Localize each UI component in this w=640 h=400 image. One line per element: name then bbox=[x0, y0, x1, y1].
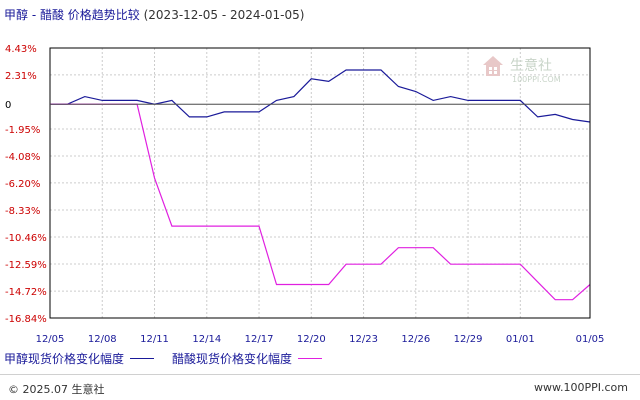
series bbox=[50, 69, 591, 301]
y-tick-label: 4.43% bbox=[5, 44, 37, 55]
legend-item-methanol: 甲醇现货价格变化幅度 bbox=[4, 350, 155, 367]
footer: © 2025.07 生意社 www.100PPI.com bbox=[0, 374, 640, 400]
legend-item-acetic-acid: 醋酸现货价格变化幅度 bbox=[172, 350, 323, 367]
y-tick-label: -10.46% bbox=[5, 233, 47, 244]
watermark-url: 100PPI.COM bbox=[512, 75, 561, 84]
x-tick-label: 12/29 bbox=[454, 334, 483, 345]
y-tick-label: -14.72% bbox=[5, 287, 47, 298]
y-tick-label: -16.84% bbox=[5, 314, 47, 325]
footer-copyright: © 2025.07 生意社 bbox=[8, 383, 105, 396]
y-tick-label: -6.20% bbox=[5, 179, 40, 190]
y-tick-label: -1.95% bbox=[5, 125, 40, 136]
x-tick-label: 12/23 bbox=[349, 334, 378, 345]
series-line-acetic-acid bbox=[50, 103, 591, 301]
chart-title: 甲醇 - 醋酸 价格趋势比较 (2023-12-05 - 2024-01-05) bbox=[4, 6, 304, 23]
x-tick-label: 12/26 bbox=[401, 334, 430, 345]
footer-site-link[interactable]: www.100PPI.com bbox=[534, 381, 628, 394]
x-tick-label: 12/17 bbox=[245, 334, 274, 345]
legend: 甲醇现货价格变化幅度 醋酸现货价格变化幅度 bbox=[4, 350, 340, 367]
series-line-methanol bbox=[50, 69, 591, 123]
watermark-logo-icon bbox=[483, 56, 503, 76]
legend-swatch-methanol bbox=[130, 358, 155, 359]
chart-date-range: (2023-12-05 - 2024-01-05) bbox=[143, 8, 305, 22]
y-tick-label: 2.31% bbox=[5, 71, 37, 82]
x-tick-label: 01/05 bbox=[576, 334, 605, 345]
y-tick-label: -8.33% bbox=[5, 206, 40, 217]
chart-title-text: 甲醇 - 醋酸 价格趋势比较 bbox=[4, 8, 140, 22]
x-tick-label: 12/08 bbox=[88, 334, 117, 345]
axes: 4.43% 2.31% 0 -1.95% -4.08% -6.20% -8.33% -10.4… bbox=[5, 44, 604, 345]
y-tick-label: 0 bbox=[5, 100, 11, 111]
x-tick-label: 12/11 bbox=[140, 334, 169, 345]
grid bbox=[49, 47, 591, 319]
legend-swatch-acetic-acid bbox=[298, 358, 323, 359]
y-tick-label: -4.08% bbox=[5, 152, 40, 163]
x-tick-label: 12/14 bbox=[192, 334, 221, 345]
legend-label-methanol: 甲醇现货价格变化幅度 bbox=[4, 352, 125, 366]
plot-frame bbox=[49, 47, 591, 319]
watermark: 生意社 100PPI.COM bbox=[483, 56, 561, 84]
x-tick-label: 12/05 bbox=[36, 334, 65, 345]
watermark-name: 生意社 bbox=[510, 57, 552, 74]
y-tick-label: -12.59% bbox=[5, 260, 47, 271]
x-tick-label: 01/01 bbox=[506, 334, 535, 345]
legend-label-acetic-acid: 醋酸现货价格变化幅度 bbox=[172, 352, 293, 366]
x-tick-label: 12/20 bbox=[297, 334, 326, 345]
